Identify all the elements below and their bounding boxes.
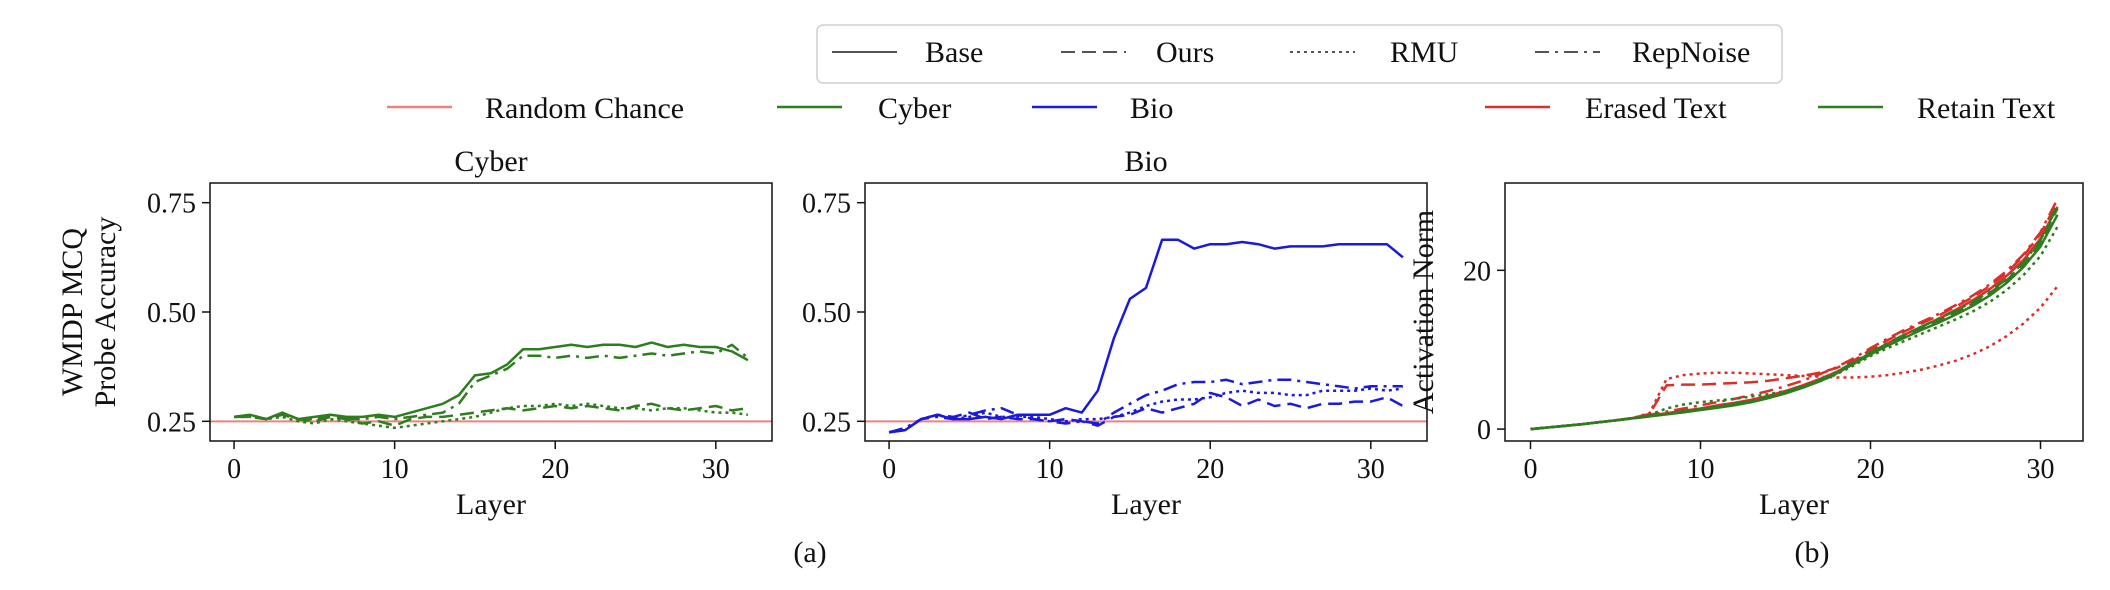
x-tick-label: 20 — [1857, 454, 1885, 485]
x-axis-label: Layer — [1759, 488, 1829, 521]
y-tick-label: 0.25 — [802, 407, 851, 438]
series-retain-text-ours — [1530, 207, 2059, 431]
series-retain-text-repnoise — [1530, 204, 2059, 431]
caption-a: (a) — [793, 536, 826, 569]
line-style-legend: Base Ours RMU RepNoise — [816, 24, 1783, 84]
legend-label-cyber: Cyber — [878, 92, 951, 125]
series-group — [888, 238, 1404, 434]
color-legend-a: Random Chance Cyber Bio — [387, 92, 1173, 125]
x-tick-label: 30 — [1357, 454, 1385, 485]
series-group — [233, 341, 749, 430]
y-tick-label: 0.75 — [147, 189, 196, 220]
chart-title: Bio — [1124, 145, 1167, 178]
x-tick-label: 0 — [227, 454, 241, 485]
x-tick-label: 10 — [1687, 454, 1715, 485]
series-bio-repnoise — [888, 378, 1403, 434]
legend-label-retain-text: Retain Text — [1917, 92, 2056, 125]
legend-label-ours: Ours — [1156, 36, 1214, 69]
x-tick-label: 0 — [1524, 454, 1538, 485]
x-tick-label: 0 — [882, 454, 896, 485]
series-cyber-ours — [234, 402, 749, 427]
line-style-legend-frame — [816, 24, 1783, 84]
y-tick-label: 0 — [1477, 415, 1491, 446]
bio-probe-chart: Bio 0 10 20 30 0.25 0.50 0.75 Layer — [802, 145, 1428, 521]
series-bio-base — [888, 238, 1404, 434]
x-tick-label: 20 — [1196, 454, 1224, 485]
plot-frame — [1504, 182, 2084, 442]
plot-frame — [209, 182, 773, 442]
legend-label-random-chance: Random Chance — [485, 92, 684, 125]
caption-b: (b) — [1795, 536, 1830, 569]
legend-label-rmu: RMU — [1390, 36, 1459, 69]
y-tick-label: 20 — [1463, 256, 1491, 287]
series-erased-text-base — [1530, 206, 2059, 431]
legend-label-erased-text: Erased Text — [1585, 92, 1727, 125]
color-legend-b: Erased Text Retain Text — [1485, 92, 2056, 125]
plot-frame — [864, 182, 1428, 442]
series-retain-text-base — [1530, 214, 2059, 431]
y-axis-label: Activation Norm — [1407, 210, 1440, 414]
series-erased-text-rmu — [1530, 285, 2059, 431]
series-bio-ours — [888, 391, 1404, 434]
y-axis-label: WMDP MCQ — [56, 228, 89, 396]
y-axis-label: Probe Accuracy — [89, 217, 122, 408]
cyber-probe-chart: Cyber 0 10 20 30 0.25 0.50 0.75 Layer WMDP MCQ Pro… — [56, 145, 773, 521]
y-tick-label: 0.25 — [147, 407, 196, 438]
y-tick-label: 0.75 — [802, 189, 851, 220]
x-tick-label: 30 — [2027, 454, 2055, 485]
legend-label-repnoise: RepNoise — [1632, 36, 1750, 69]
series-cyber-base — [233, 341, 749, 421]
series-group — [1530, 198, 2059, 431]
series-cyber-rmu — [234, 402, 749, 430]
legend-label-bio: Bio — [1130, 92, 1173, 125]
x-tick-label: 30 — [702, 454, 730, 485]
activation-norm-chart: 0 10 20 30 0 20 Layer Activation Norm — [1407, 182, 2084, 521]
chart-title: Cyber — [454, 145, 527, 178]
series-erased-text-ours — [1530, 201, 2059, 431]
series-cyber-repnoise — [233, 343, 749, 421]
x-tick-label: 10 — [381, 454, 409, 485]
y-tick-label: 0.50 — [147, 298, 196, 329]
series-erased-text-repnoise — [1530, 198, 2059, 431]
x-tick-label: 10 — [1036, 454, 1064, 485]
x-axis-label: Layer — [456, 488, 526, 521]
series-retain-text-rmu — [1530, 226, 2059, 431]
x-axis-label: Layer — [1111, 488, 1181, 521]
y-tick-label: 0.50 — [802, 298, 851, 329]
legend-label-base: Base — [925, 36, 983, 69]
x-tick-label: 20 — [541, 454, 569, 485]
